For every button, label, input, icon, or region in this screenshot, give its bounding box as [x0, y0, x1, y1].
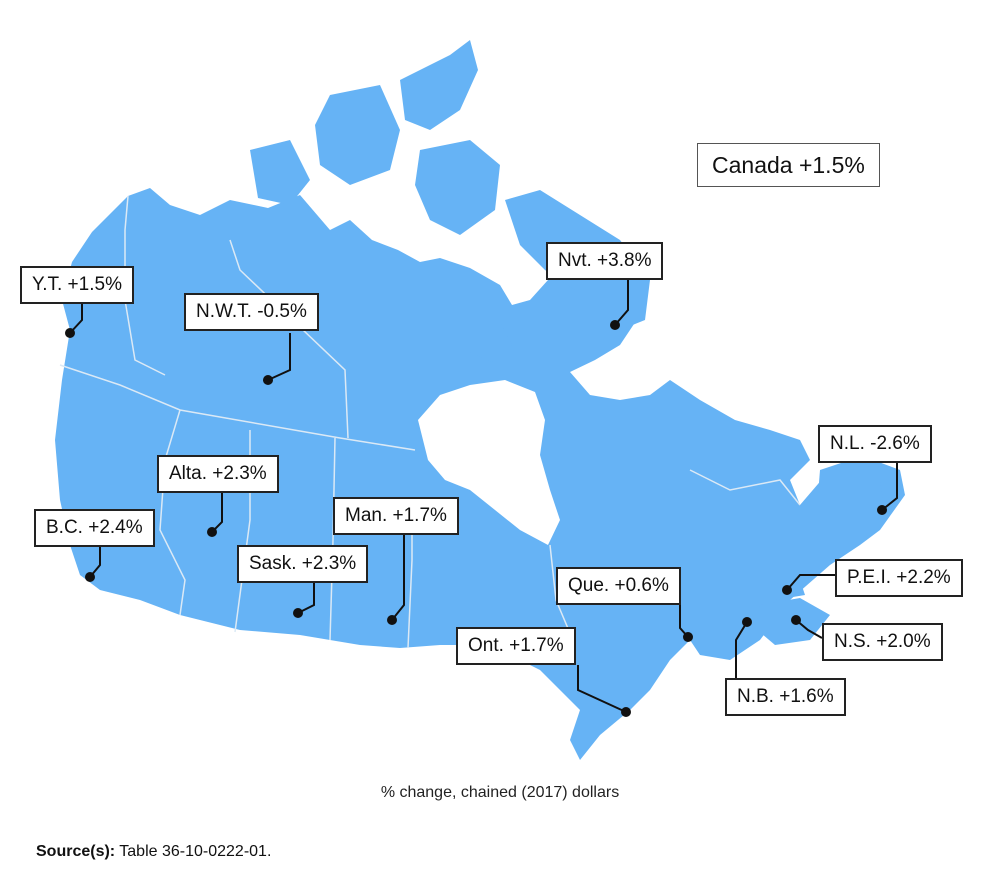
border-bc-alta — [159, 409, 186, 616]
label-nwt: N.W.T. -0.5% — [184, 293, 319, 331]
label-ns: N.S. +2.0% — [822, 623, 943, 661]
dot-nvt — [610, 320, 620, 330]
arctic-island-4 — [415, 140, 500, 235]
dot-nwt — [263, 375, 273, 385]
dot-man — [387, 615, 397, 625]
unit-caption: % change, chained (2017) dollars — [380, 784, 620, 801]
label-yt: Y.T. +1.5% — [20, 266, 134, 304]
dot-ns — [791, 615, 801, 625]
leader-nwt — [267, 333, 291, 381]
label-ont: Ont. +1.7% — [456, 627, 576, 665]
dot-pei — [782, 585, 792, 595]
dot-nl — [877, 505, 887, 515]
source-text: Table 36-10-0222-01. — [115, 843, 272, 860]
dot-ont — [621, 707, 631, 717]
label-pei: P.E.I. +2.2% — [835, 559, 963, 597]
leader-pei — [786, 574, 836, 591]
label-alta: Alta. +2.3% — [157, 455, 279, 493]
source-prefix: Source(s): — [36, 843, 116, 860]
label-nvt: Nvt. +3.8% — [546, 242, 664, 280]
arctic-island-3 — [250, 140, 310, 205]
label-que: Que. +0.6% — [556, 567, 681, 605]
dot-que — [683, 632, 693, 642]
leader-bc — [89, 545, 101, 578]
leader-sask — [297, 583, 315, 614]
leader-ont — [577, 665, 627, 713]
label-sask: Sask. +2.3% — [237, 545, 369, 583]
newfoundland-island — [818, 460, 885, 530]
border-sask-man — [329, 437, 336, 641]
leader-yt — [69, 304, 83, 334]
hudson-bay — [418, 380, 560, 545]
leader-nl — [881, 462, 898, 511]
dot-bc — [85, 572, 95, 582]
source-note: Source(s): Table 36-10-0222-01. — [36, 843, 271, 861]
label-bc: B.C. +2.4% — [34, 509, 155, 547]
leader-nb — [735, 621, 748, 678]
label-nl: N.L. -2.6% — [818, 425, 932, 463]
label-man: Man. +1.7% — [333, 497, 459, 535]
arctic-island-2 — [315, 85, 400, 185]
canada-total-label: Canada +1.5% — [697, 143, 880, 187]
leader-nvt — [614, 280, 629, 326]
arctic-island-1 — [400, 40, 478, 130]
leader-dots — [65, 320, 887, 717]
label-nb: N.B. +1.6% — [725, 678, 846, 716]
dot-alta — [207, 527, 217, 537]
dot-nb — [742, 617, 752, 627]
dot-sask — [293, 608, 303, 618]
border-que-nl — [689, 469, 801, 506]
leader-man — [391, 534, 405, 621]
southampton-island — [470, 322, 512, 362]
dot-yt — [65, 328, 75, 338]
leader-ns — [795, 619, 823, 639]
